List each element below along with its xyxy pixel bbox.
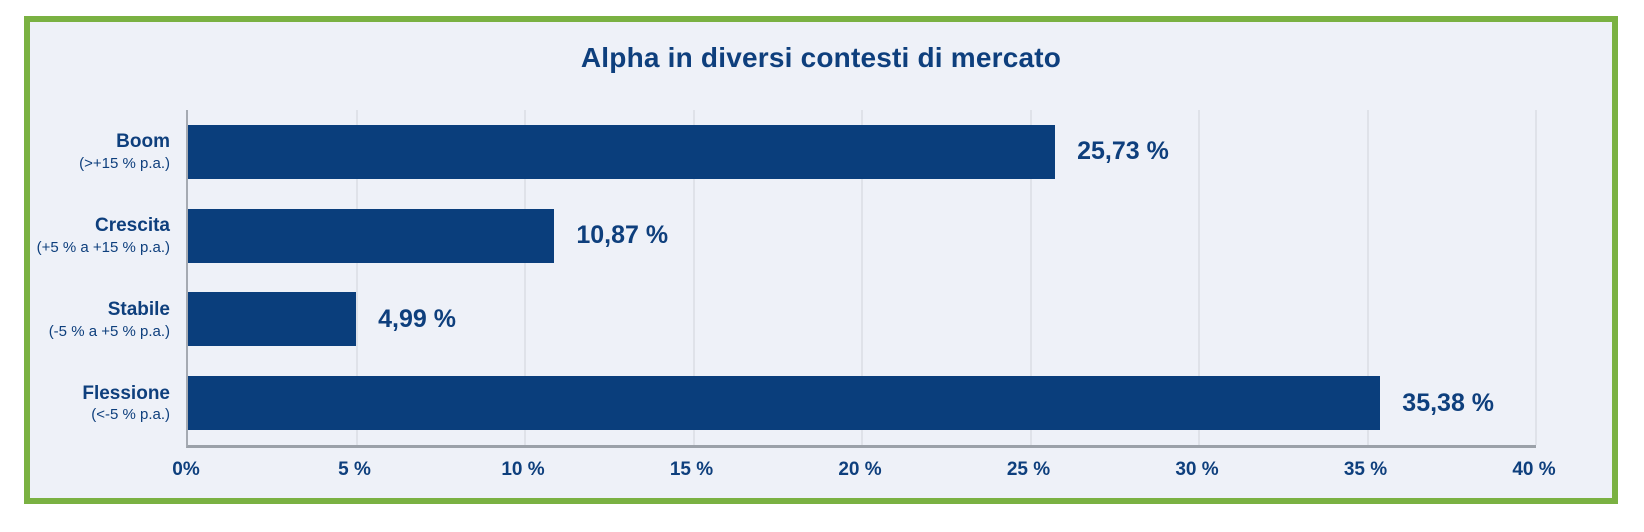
- bar-stabile: [188, 292, 357, 347]
- x-tick-label: 5 %: [338, 459, 371, 480]
- x-tick-label: 0%: [172, 459, 200, 480]
- category-label-boom: Boom (>+15 % p.a.): [30, 110, 170, 194]
- category-label-flessione: Flessione (<-5 % p.a.): [30, 361, 170, 445]
- bar-flessione: [188, 376, 1381, 431]
- category-range: (>+15 % p.a.): [79, 155, 170, 172]
- x-tick-label: 40 %: [1512, 459, 1556, 480]
- plot-area: 25,73 % 10,87 % 4,99 % 35,38 %: [186, 110, 1537, 448]
- gridline: [861, 110, 863, 445]
- bar-boom: [188, 124, 1056, 179]
- x-tick-label: 20 %: [838, 459, 882, 480]
- category-range: (+5 % a +15 % p.a.): [36, 238, 170, 256]
- bar-value-label: 4,99 %: [378, 304, 456, 333]
- category-range: (-5 % a +5 % p.a.): [48, 322, 170, 340]
- x-tick-label: 35 %: [1343, 459, 1388, 480]
- gridline: [1535, 110, 1537, 445]
- gridline: [524, 110, 526, 445]
- gridline: [692, 110, 695, 445]
- bar-row: 4,99 %: [188, 278, 1536, 362]
- category-name: Boom: [116, 131, 170, 153]
- category-range: (<-5 % p.a.): [91, 406, 170, 424]
- chart-panel: Alpha in diversi contesti di mercato Boo…: [24, 16, 1618, 504]
- category-label-stabile: Stabile (-5 % a +5 % p.a.): [30, 278, 170, 362]
- bar-value-label: 35,38 %: [1402, 388, 1495, 417]
- x-axis-ticks: 0% 5 % 10 % 15 % 20 % 25 % 30 % 35 % 40 %: [172, 459, 1555, 489]
- category-name: Crescita: [95, 215, 170, 236]
- gridline: [1198, 110, 1200, 445]
- chart-title: Alpha in diversi contesti di mercato: [580, 42, 1062, 73]
- category-labels: Boom (>+15 % p.a.) Crescita (+5 % a +15 % p…: [30, 110, 170, 445]
- bar-crescita: [188, 208, 555, 263]
- bar-value-label: 10,87 %: [576, 221, 669, 250]
- x-tick-label: 30 %: [1175, 459, 1219, 480]
- x-tick-label: 15 %: [669, 459, 714, 480]
- bar-row: 25,73 %: [188, 110, 1536, 194]
- gridline: [355, 110, 358, 445]
- bar-row: 10,87 %: [188, 194, 1536, 278]
- bar-value-label: 25,73 %: [1077, 137, 1169, 166]
- category-label-crescita: Crescita (+5 % a +15 % p.a.): [30, 194, 170, 278]
- gridline: [1029, 110, 1032, 445]
- x-tick-label: 25 %: [1006, 459, 1051, 480]
- x-tick-label: 10 %: [501, 459, 545, 480]
- gridline: [1366, 110, 1369, 445]
- category-name: Stabile: [107, 298, 170, 320]
- bar-row: 35,38 %: [188, 361, 1536, 445]
- category-name: Flessione: [82, 382, 170, 404]
